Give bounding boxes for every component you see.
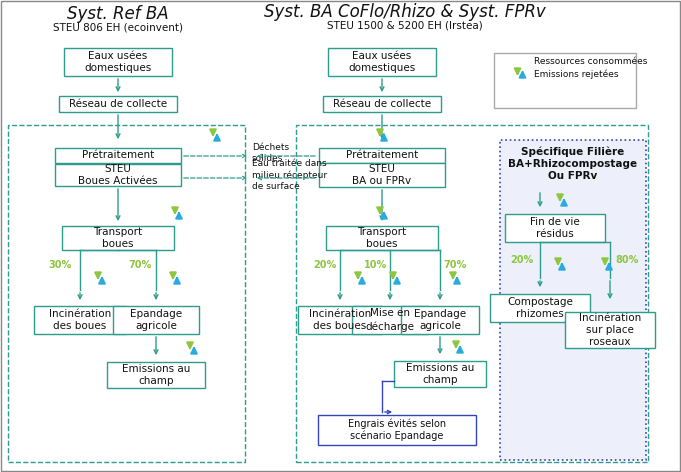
Bar: [298, 306, 382, 334]
Text: Syst. BA CoFlo/Rhizo & Syst. FPRv: Syst. BA CoFlo/Rhizo & Syst. FPRv: [264, 3, 546, 21]
Bar: [55, 164, 181, 186]
Bar: [494, 53, 636, 108]
Text: Transport
boues: Transport boues: [358, 227, 407, 249]
Text: 70%: 70%: [129, 260, 152, 270]
Text: Prétraitement: Prétraitement: [82, 150, 154, 160]
Text: Compostage
rhizomes: Compostage rhizomes: [507, 297, 573, 319]
Bar: [62, 226, 174, 250]
Text: Engrais évités selon
scénario Epandage: Engrais évités selon scénario Epandage: [348, 419, 446, 441]
Text: 10%: 10%: [364, 260, 387, 270]
Text: Incinération
des boues: Incinération des boues: [49, 309, 111, 331]
Text: Transport
boues: Transport boues: [93, 227, 142, 249]
Bar: [55, 147, 181, 162]
Text: STEU 806 EH (ecoinvent): STEU 806 EH (ecoinvent): [53, 22, 183, 32]
Text: Spécifique Filière
BA+Rhizocompostage: Spécifique Filière BA+Rhizocompostage: [509, 146, 637, 169]
Bar: [394, 361, 486, 387]
Bar: [319, 147, 445, 162]
Bar: [326, 226, 438, 250]
Bar: [64, 48, 172, 76]
Bar: [505, 214, 605, 242]
Text: Epandage
agricole: Epandage agricole: [414, 309, 466, 331]
Text: STEU
BA ou FPRv: STEU BA ou FPRv: [353, 164, 411, 186]
Bar: [318, 415, 476, 445]
Bar: [490, 294, 590, 322]
Bar: [323, 96, 441, 112]
Text: Fin de vie
résidus: Fin de vie résidus: [530, 217, 580, 239]
Text: 70%: 70%: [443, 260, 466, 270]
Text: Ressources consommées
Emissions rejetées: Ressources consommées Emissions rejetées: [534, 57, 648, 79]
Text: Emissions au
champ: Emissions au champ: [122, 364, 190, 386]
Bar: [59, 96, 177, 112]
Text: Déchets
solides: Déchets solides: [252, 143, 289, 163]
Text: Syst. Ref BA: Syst. Ref BA: [67, 5, 169, 23]
Text: Mise en
décharge: Mise en décharge: [366, 309, 415, 331]
Text: Emissions au
champ: Emissions au champ: [406, 363, 474, 385]
Bar: [565, 312, 655, 348]
Text: 20%: 20%: [510, 255, 534, 265]
Text: Prétraitement: Prétraitement: [346, 150, 418, 160]
Text: Réseau de collecte: Réseau de collecte: [333, 99, 431, 109]
Text: 20%: 20%: [313, 260, 336, 270]
Bar: [8, 125, 245, 462]
Text: Ou FPRv: Ou FPRv: [548, 171, 598, 181]
Bar: [296, 125, 648, 462]
Bar: [34, 306, 126, 334]
Bar: [113, 306, 199, 334]
Text: STEU 1500 & 5200 EH (Irstea): STEU 1500 & 5200 EH (Irstea): [327, 20, 483, 30]
Text: Incinération
sur place
roseaux: Incinération sur place roseaux: [579, 312, 641, 347]
Bar: [500, 140, 646, 460]
Bar: [319, 163, 445, 187]
Text: Eaux usées
domestiques: Eaux usées domestiques: [84, 51, 152, 73]
Text: Réseau de collecte: Réseau de collecte: [69, 99, 167, 109]
Bar: [401, 306, 479, 334]
Text: 30%: 30%: [48, 260, 72, 270]
Text: 80%: 80%: [616, 255, 639, 265]
Text: Eau traitée dans
milieu récepteur
de surface: Eau traitée dans milieu récepteur de sur…: [252, 159, 327, 191]
Bar: [328, 48, 436, 76]
Text: Eaux usées
domestiques: Eaux usées domestiques: [349, 51, 415, 73]
Text: STEU
Boues Activées: STEU Boues Activées: [78, 164, 158, 186]
Text: Incinération
des boues: Incinération des boues: [309, 309, 371, 331]
Bar: [107, 362, 205, 388]
Text: Epandage
agricole: Epandage agricole: [130, 309, 182, 331]
Bar: [352, 306, 428, 334]
